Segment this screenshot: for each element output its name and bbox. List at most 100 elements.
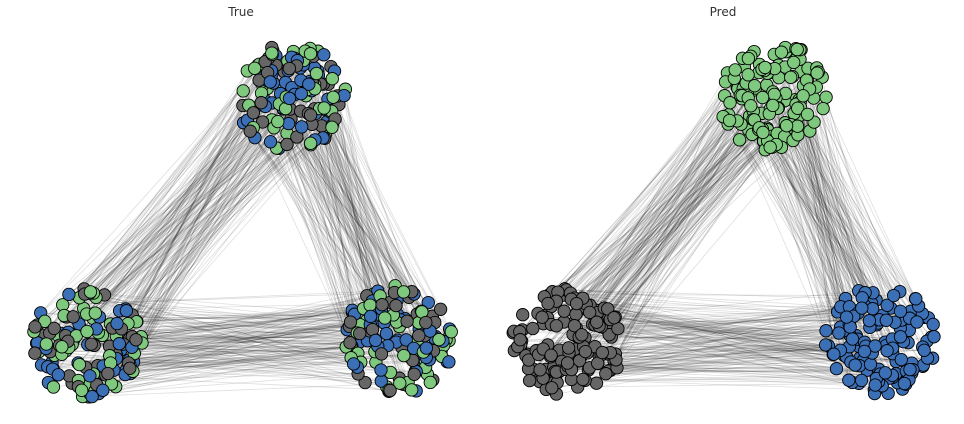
- edge: [141, 133, 326, 344]
- edge: [556, 91, 774, 327]
- edge: [723, 116, 870, 321]
- edge: [115, 68, 262, 354]
- graph-node: [893, 304, 908, 318]
- edge: [602, 352, 908, 381]
- edges-group: [512, 47, 934, 395]
- edge: [613, 317, 841, 351]
- graph-node: [317, 48, 331, 62]
- graph-node: [295, 120, 309, 134]
- edge: [563, 72, 772, 323]
- edge: [50, 341, 360, 353]
- edge: [598, 139, 740, 327]
- edge: [579, 336, 858, 340]
- edge: [549, 87, 738, 295]
- edge: [134, 353, 416, 372]
- edge: [311, 124, 402, 321]
- edge: [136, 127, 333, 323]
- edge: [800, 71, 928, 342]
- edge: [602, 326, 841, 353]
- graph-node: [83, 369, 97, 383]
- edge: [802, 95, 837, 369]
- edge: [563, 105, 752, 323]
- edge: [332, 105, 400, 327]
- graph-node: [886, 288, 901, 303]
- edge: [596, 123, 729, 311]
- graph-node: [38, 314, 52, 328]
- edge: [800, 107, 851, 327]
- edge: [125, 105, 250, 310]
- graph-node: [513, 333, 527, 347]
- cluster-bottom-left: [27, 282, 149, 404]
- edge: [727, 123, 903, 378]
- graph-node: [263, 135, 278, 149]
- edge: [582, 132, 782, 299]
- graph-node: [796, 89, 810, 103]
- graph-node: [302, 77, 316, 91]
- edge: [338, 104, 397, 323]
- graph-node: [325, 72, 339, 86]
- graph-node: [787, 55, 801, 70]
- edge: [597, 362, 883, 387]
- graph-node: [282, 91, 297, 106]
- edge: [136, 311, 353, 322]
- edge: [584, 308, 873, 339]
- edge: [594, 141, 764, 347]
- edge: [553, 108, 798, 383]
- graph-node: [557, 304, 571, 318]
- edge: [102, 68, 262, 336]
- graph-node: [294, 87, 308, 101]
- edge: [109, 345, 358, 354]
- edge: [597, 146, 773, 364]
- edge: [93, 292, 391, 373]
- graph-node: [819, 324, 833, 338]
- edge: [130, 346, 347, 374]
- graph-node: [595, 345, 609, 360]
- edge: [549, 74, 749, 295]
- edge: [792, 140, 838, 313]
- graph-node: [818, 338, 833, 352]
- edge: [141, 342, 415, 375]
- cluster-bottom-left: [506, 282, 625, 401]
- graph-node: [839, 310, 854, 324]
- edge: [766, 127, 910, 372]
- edge: [763, 140, 846, 299]
- graph-node: [412, 328, 426, 343]
- graph-node: [880, 298, 894, 312]
- edge: [129, 364, 417, 372]
- graph-node: [863, 357, 878, 371]
- graph-node: [393, 376, 407, 390]
- edge: [581, 77, 807, 336]
- edge: [609, 129, 768, 353]
- edge: [547, 97, 763, 319]
- edge: [116, 108, 291, 356]
- graph-node: [816, 101, 830, 116]
- graph-node: [879, 313, 893, 327]
- edge: [42, 334, 400, 384]
- edge: [800, 107, 896, 323]
- edge: [762, 132, 911, 319]
- edge: [126, 133, 326, 311]
- graph-node: [39, 337, 54, 351]
- edge: [134, 353, 352, 359]
- edge: [87, 105, 244, 345]
- edge: [748, 129, 841, 328]
- edge: [572, 129, 763, 335]
- edge: [728, 114, 834, 355]
- graph-node: [405, 383, 419, 397]
- edge: [595, 316, 865, 343]
- edge: [105, 347, 352, 376]
- graph-node: [784, 70, 798, 84]
- graph-node: [112, 337, 126, 351]
- graph-node: [763, 140, 777, 154]
- edge: [581, 116, 724, 336]
- graph-node: [917, 343, 931, 357]
- edge: [140, 68, 262, 337]
- edge: [129, 316, 371, 369]
- edge: [582, 130, 811, 299]
- edge: [745, 82, 923, 314]
- graph-node: [767, 87, 781, 102]
- graph-node: [549, 319, 564, 333]
- graph-node: [358, 375, 372, 390]
- graph-node: [544, 348, 558, 362]
- edge: [129, 367, 404, 385]
